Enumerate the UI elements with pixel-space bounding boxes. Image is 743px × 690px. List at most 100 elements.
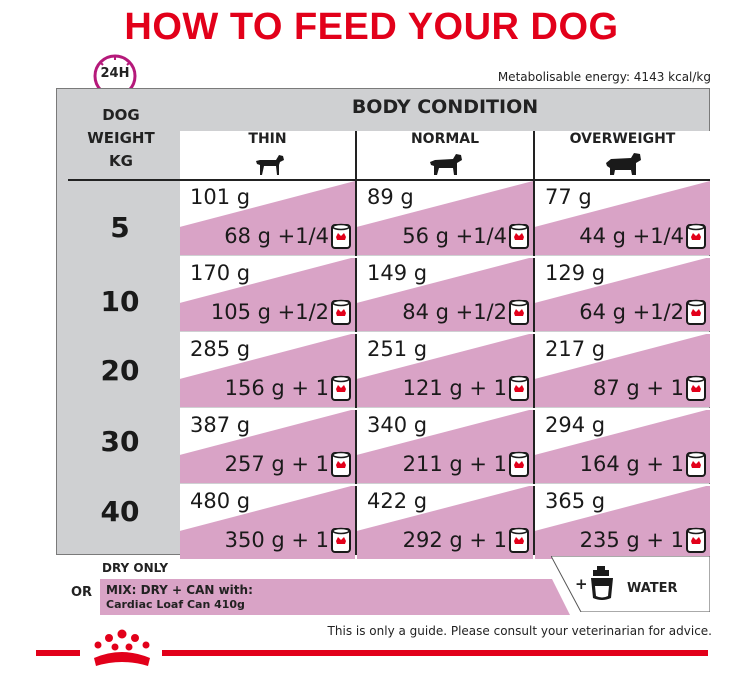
dry-amount: 170 g xyxy=(190,261,251,285)
feeding-cell: 129 g 64 g +1/2 xyxy=(535,257,710,331)
dry-amount: 285 g xyxy=(190,337,251,361)
clock-label: 24H xyxy=(100,66,130,81)
wet-food-can-icon xyxy=(509,451,529,481)
feeding-cell: 285 g 156 g + 1 xyxy=(180,333,355,407)
column-divider xyxy=(533,181,535,555)
weight-label: 10 xyxy=(100,285,140,318)
metabolisable-energy: Metabolisable energy: 4143 kcal/kg xyxy=(497,70,711,84)
dry-amount: 294 g xyxy=(545,413,606,437)
column-label: OVERWEIGHT xyxy=(569,131,676,147)
mix-amount: 84 g +1/2 xyxy=(402,300,507,324)
mix-amount: 164 g + 1 xyxy=(579,452,684,476)
dog-icon xyxy=(255,155,284,175)
legend-dry-only: DRY ONLY xyxy=(102,561,169,575)
weight-label: 5 xyxy=(110,211,130,244)
mix-amount: 235 g + 1 xyxy=(579,528,684,552)
feeding-cell: 340 g 211 g + 1 xyxy=(357,409,533,483)
row-divider xyxy=(180,256,710,258)
svg-text:+: + xyxy=(575,575,588,593)
wet-food-can-icon xyxy=(686,223,706,253)
brand-line xyxy=(36,650,80,656)
dry-amount: 129 g xyxy=(545,261,606,285)
dry-amount: 101 g xyxy=(190,185,251,209)
mix-amount: 64 g +1/2 xyxy=(579,300,684,324)
feeding-cell: 422 g 292 g + 1 xyxy=(357,485,533,559)
dry-amount: 340 g xyxy=(367,413,428,437)
water-tap-icon xyxy=(591,566,613,600)
mix-amount: 44 g +1/4 xyxy=(579,224,684,248)
legend-mix-swatch xyxy=(100,579,570,615)
mix-amount: 257 g + 1 xyxy=(224,452,329,476)
wet-food-can-icon xyxy=(686,527,706,557)
mix-amount: 292 g + 1 xyxy=(402,528,507,552)
header-rule xyxy=(68,179,710,181)
column-label: THIN xyxy=(248,131,287,147)
dog-weight-header: DOG WEIGHT KG xyxy=(60,104,182,173)
feeding-cell: 251 g 121 g + 1 xyxy=(357,333,533,407)
feeding-cell: 217 g 87 g + 1 xyxy=(535,333,710,407)
column-divider xyxy=(355,131,357,179)
feeding-cell: 480 g 350 g + 1 xyxy=(180,485,355,559)
wet-food-can-icon xyxy=(509,527,529,557)
weight-label: 40 xyxy=(100,495,140,528)
feeding-cell: 170 g 105 g +1/2 xyxy=(180,257,355,331)
column-header-overweight: OVERWEIGHT xyxy=(535,131,710,179)
dog-weight-header-line: DOG xyxy=(102,106,140,124)
mix-amount: 56 g +1/4 xyxy=(402,224,507,248)
dry-amount: 480 g xyxy=(190,489,251,513)
wet-food-can-icon xyxy=(686,299,706,329)
feeding-cell: 77 g 44 g +1/4 xyxy=(535,181,710,255)
feeding-cell: 149 g 84 g +1/2 xyxy=(357,257,533,331)
legend-mix-line1: MIX: DRY + CAN with: xyxy=(106,583,253,597)
mix-amount: 87 g + 1 xyxy=(592,376,684,400)
royal-canin-crown-logo xyxy=(94,629,150,666)
dry-amount: 251 g xyxy=(367,337,428,361)
dog-weight-header-line: WEIGHT xyxy=(87,129,155,147)
feeding-cell: 387 g 257 g + 1 xyxy=(180,409,355,483)
dry-amount: 217 g xyxy=(545,337,606,361)
column-header-normal: NORMAL xyxy=(357,131,533,179)
wet-food-can-icon xyxy=(686,451,706,481)
mix-amount: 211 g + 1 xyxy=(402,452,507,476)
column-divider xyxy=(533,131,535,179)
weight-label: 30 xyxy=(100,425,140,458)
mix-amount: 156 g + 1 xyxy=(224,376,329,400)
wet-food-can-icon xyxy=(509,299,529,329)
wet-food-can-icon xyxy=(331,223,351,253)
feeding-cell: 294 g 164 g + 1 xyxy=(535,409,710,483)
dog-icon xyxy=(430,154,462,175)
mix-amount: 350 g + 1 xyxy=(224,528,329,552)
row-divider xyxy=(180,484,710,486)
brand-line xyxy=(162,650,708,656)
water-box: + xyxy=(551,556,710,612)
feeding-cell: 89 g 56 g +1/4 xyxy=(357,181,533,255)
column-label: NORMAL xyxy=(410,131,480,147)
page-title: HOW TO FEED YOUR DOG xyxy=(124,6,619,48)
dry-amount: 77 g xyxy=(545,185,592,209)
dry-amount: 365 g xyxy=(545,489,606,513)
wet-food-can-icon xyxy=(331,527,351,557)
mix-amount: 68 g +1/4 xyxy=(224,224,329,248)
column-divider xyxy=(355,181,357,555)
dry-amount: 89 g xyxy=(367,185,414,209)
body-condition-header: BODY CONDITION xyxy=(351,96,539,118)
feeding-cell: 101 g 68 g +1/4 xyxy=(180,181,355,255)
wet-food-can-icon xyxy=(331,299,351,329)
dry-amount: 422 g xyxy=(367,489,428,513)
disclaimer: This is only a guide. Please consult you… xyxy=(327,624,712,638)
row-divider xyxy=(180,332,710,334)
row-divider xyxy=(180,408,710,410)
dog-weight-header-line: KG xyxy=(109,152,133,170)
legend-water: WATER xyxy=(627,581,678,596)
column-header-thin: THIN xyxy=(180,131,355,179)
legend-or: OR xyxy=(71,585,93,600)
dry-amount: 387 g xyxy=(190,413,251,437)
mix-amount: 121 g + 1 xyxy=(402,376,507,400)
feeding-cell: 365 g 235 g + 1 xyxy=(535,485,710,559)
weight-label: 20 xyxy=(100,354,140,387)
wet-food-can-icon xyxy=(509,375,529,405)
legend-mix-line2: Cardiac Loaf Can 410g xyxy=(106,598,245,611)
clock-24h-icon: 24H xyxy=(92,53,138,99)
dry-amount: 149 g xyxy=(367,261,428,285)
wet-food-can-icon xyxy=(686,375,706,405)
